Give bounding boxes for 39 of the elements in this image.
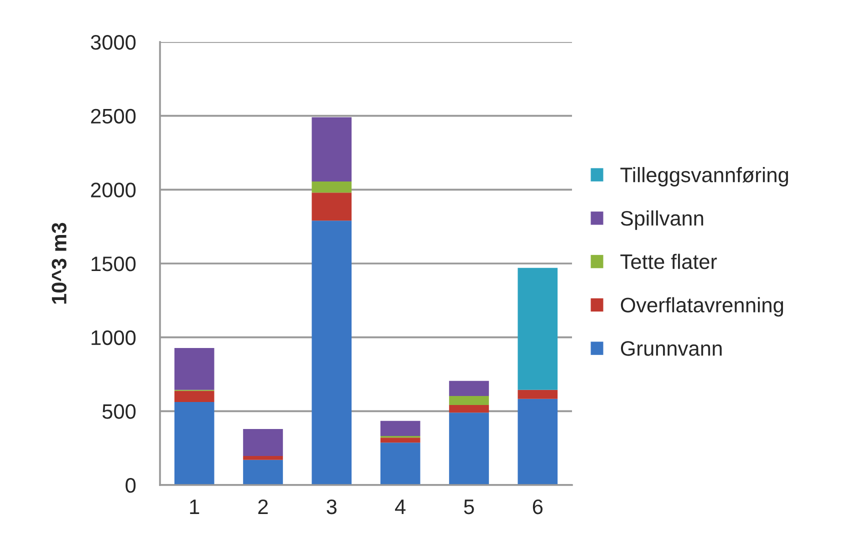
x-tick-label: 3	[326, 499, 337, 514]
bar	[174, 390, 214, 402]
bar	[312, 220, 352, 485]
y-tick-label: 3000	[90, 35, 136, 50]
x-tick-label: 5	[464, 500, 474, 514]
y-tick-label: 0	[126, 478, 136, 493]
y-tick-label: 500	[102, 404, 136, 419]
bar	[174, 348, 214, 390]
bar	[243, 456, 283, 460]
legend-label: Tette flater	[620, 254, 717, 270]
bar	[449, 412, 489, 485]
legend-label: Tilleggsvannføring	[620, 167, 788, 186]
bar	[518, 268, 558, 390]
bar	[449, 404, 489, 413]
legend-label: Spillvann	[620, 210, 704, 230]
y-tick-label: 1500	[92, 256, 136, 272]
x-tick-label: 1	[190, 500, 200, 514]
bar	[518, 398, 558, 485]
bar	[312, 182, 352, 193]
legend-label: Overflatavrenning	[620, 297, 784, 317]
x-tick-label: 2	[258, 499, 268, 514]
x-tick-label: 4	[395, 500, 406, 514]
x-tick-label: 6	[532, 499, 543, 514]
y-tick-label: 2000	[91, 182, 136, 198]
bar	[243, 429, 283, 456]
bar	[449, 396, 489, 405]
bar	[449, 380, 489, 396]
bar	[380, 438, 420, 443]
legend-label: Grunnvann	[620, 341, 722, 356]
bar	[380, 442, 420, 485]
bar	[518, 390, 558, 399]
bar	[174, 402, 214, 485]
y-tick-label: 2500	[91, 108, 136, 124]
bar	[312, 117, 352, 182]
bar	[243, 460, 283, 485]
bar	[312, 192, 352, 221]
bar	[380, 420, 420, 436]
y-axis-title: 10^3 m3	[52, 222, 67, 304]
y-tick-label: 1000	[92, 330, 136, 346]
